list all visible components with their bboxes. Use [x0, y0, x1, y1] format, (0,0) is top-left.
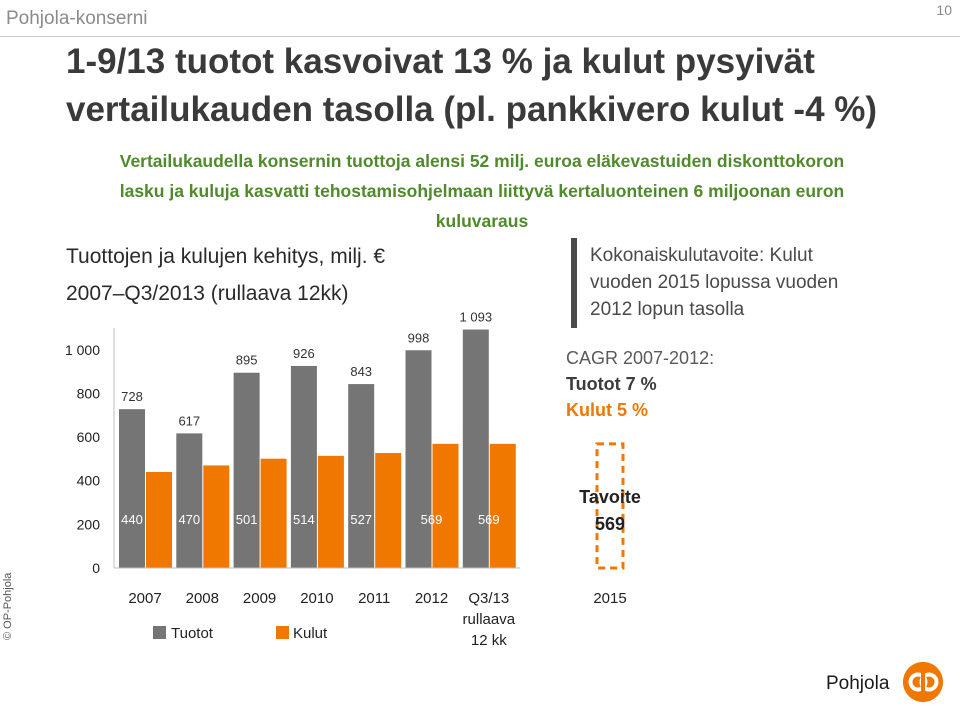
x-tick-label: 2012: [415, 590, 448, 607]
x-tick-label: 2009: [243, 590, 276, 607]
cost-bar: [260, 458, 287, 568]
income-bar: [405, 350, 432, 568]
income-label: 728: [121, 389, 143, 404]
title-line-1: 1-9/13 tuotot kasvoivat 13 % ja kulut py…: [66, 42, 815, 81]
income-label: 895: [236, 353, 258, 368]
income-bar: [119, 409, 145, 568]
cost-label: 440: [121, 512, 143, 527]
income-label: 843: [350, 364, 372, 379]
y-tick-label: 800: [77, 385, 101, 401]
op-logo-icon: [903, 662, 943, 702]
income-label: 1 093: [460, 310, 493, 325]
chart-heading-line-1: Tuottojen ja kulujen kehitys, milj. €: [66, 245, 386, 268]
cost-bar: [317, 455, 344, 568]
target-label-line-1: Tavoite: [579, 487, 641, 507]
x-axis: 2007 2008 2009 2010 2011 2012 Q3/13 rullaava 12 …: [114, 567, 520, 649]
cagr-title: CAGR 2007-2012:: [566, 348, 715, 368]
cost-label: 527: [350, 512, 372, 527]
cost-bar: [146, 472, 172, 568]
header-rule: [0, 36, 960, 37]
y-tick-label: 1 000: [65, 342, 100, 358]
title-line-2: vertailukauden tasolla (pl. pankkivero k…: [66, 90, 878, 129]
brand-name: Pohjola-konserni: [6, 8, 148, 29]
y-tick-label: 400: [77, 473, 101, 489]
income-bar: [176, 433, 203, 568]
income-bar: [348, 384, 375, 568]
subtitle-line-1: Vertailukaudella konsernin tuottoja alen…: [119, 151, 845, 171]
legend-label-costs: Kulut: [293, 625, 328, 642]
cost-target-line-3: 2012 lopun tasolla: [590, 299, 745, 320]
legend-swatch-income: [153, 626, 166, 639]
legend-swatch-costs: [276, 626, 289, 639]
target-bar-outline: [595, 442, 625, 570]
income-bar: [462, 329, 489, 568]
page-title: 1-9/13 tuotot kasvoivat 13 % ja kulut py…: [66, 38, 946, 134]
cagr-income: Tuotot 7 %: [566, 374, 657, 394]
x-tick-label: 2008: [186, 590, 219, 607]
x-tick-label: 2011: [358, 590, 390, 607]
target-label-line-2: 569: [595, 514, 625, 534]
y-tick-label: 200: [77, 516, 101, 532]
subtitle-line-2: lasku ja kuluja kasvatti tehostamisohjel…: [119, 181, 845, 201]
cagr-costs: Kulut 5 %: [566, 400, 649, 420]
cost-bar: [375, 453, 402, 568]
income-bar: [290, 365, 317, 568]
x-tick-label: 2010: [300, 590, 333, 607]
chart-heading-line-2: 2007–Q3/2013 (rullaava 12kk): [66, 282, 349, 305]
legend-label-income: Tuotot: [171, 625, 214, 642]
cost-bar: [203, 465, 230, 568]
cagr-note: CAGR 2007-2012: Tuotot 7 % Kulut 5 %: [566, 345, 714, 423]
cost-label: 569: [421, 512, 443, 527]
subtitle: Vertailukaudella konsernin tuottoja alen…: [32, 146, 932, 236]
cost-label: 514: [293, 512, 315, 527]
bars: 728 440 617 470 895 501 926 514 843 527 998 569 1 09…: [119, 310, 516, 568]
x-tick-label: Q3/13: [468, 590, 509, 607]
income-label: 617: [178, 413, 200, 428]
cost-bar: [432, 443, 459, 568]
x-tick-sublabel: rullaava: [463, 611, 516, 628]
cost-target-line-1: Kokonaiskulutavoite: Kulut: [590, 245, 813, 266]
subtitle-line-3: kuluvaraus: [435, 211, 529, 231]
y-axis: 0 200 400 600 800 1 000: [65, 328, 115, 576]
target-category-label: 2015: [593, 590, 626, 607]
cost-target-line-2: vuoden 2015 lopussa vuoden: [590, 272, 839, 293]
cost-bar: [489, 443, 516, 568]
page-number: 10: [936, 2, 952, 18]
cost-label: 470: [178, 512, 200, 527]
target-group: Tavoite 569 2015: [579, 442, 641, 607]
chart-heading: Tuottojen ja kulujen kehitys, milj. € 20…: [66, 238, 385, 312]
y-tick-label: 600: [77, 429, 101, 445]
logo-text: Pohjola: [826, 673, 890, 694]
income-label: 998: [408, 330, 430, 345]
y-tick-label: 0: [92, 560, 100, 576]
income-bar: [233, 372, 260, 568]
x-tick-sublabel: 12 kk: [471, 632, 507, 649]
target-marker-bar: [571, 238, 577, 328]
cost-target-note: Kokonaiskulutavoite: Kulut vuoden 2015 l…: [590, 242, 910, 323]
x-tick-label: 2007: [128, 590, 161, 607]
cost-label: 501: [236, 512, 258, 527]
legend: Tuotot Kulut: [153, 625, 328, 642]
income-label: 926: [293, 346, 315, 361]
copyright: © OP-Pohjola: [2, 572, 14, 640]
cost-label: 569: [478, 512, 500, 527]
